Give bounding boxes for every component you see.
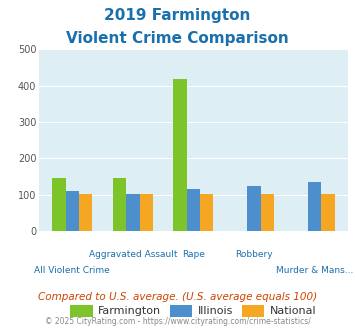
Bar	[140, 194, 153, 231]
Bar	[113, 178, 126, 231]
Bar	[126, 194, 140, 231]
Text: 2019 Farmington: 2019 Farmington	[104, 8, 251, 23]
Legend: Farmington, Illinois, National: Farmington, Illinois, National	[66, 300, 321, 321]
Text: Aggravated Assault: Aggravated Assault	[89, 250, 177, 259]
Bar	[308, 182, 321, 231]
Bar	[53, 178, 66, 231]
Bar	[321, 194, 334, 231]
Text: All Violent Crime: All Violent Crime	[34, 266, 110, 275]
Text: Violent Crime Comparison: Violent Crime Comparison	[66, 31, 289, 46]
Text: Murder & Mans...: Murder & Mans...	[276, 266, 353, 275]
Text: Compared to U.S. average. (U.S. average equals 100): Compared to U.S. average. (U.S. average …	[38, 292, 317, 302]
Bar	[247, 186, 261, 231]
Bar	[200, 194, 213, 231]
Text: Robbery: Robbery	[235, 250, 273, 259]
Bar	[79, 194, 92, 231]
Bar	[187, 188, 200, 231]
Bar	[174, 79, 187, 231]
Text: © 2025 CityRating.com - https://www.cityrating.com/crime-statistics/: © 2025 CityRating.com - https://www.city…	[45, 317, 310, 326]
Bar	[66, 191, 79, 231]
Text: Rape: Rape	[182, 250, 205, 259]
Bar	[261, 194, 274, 231]
